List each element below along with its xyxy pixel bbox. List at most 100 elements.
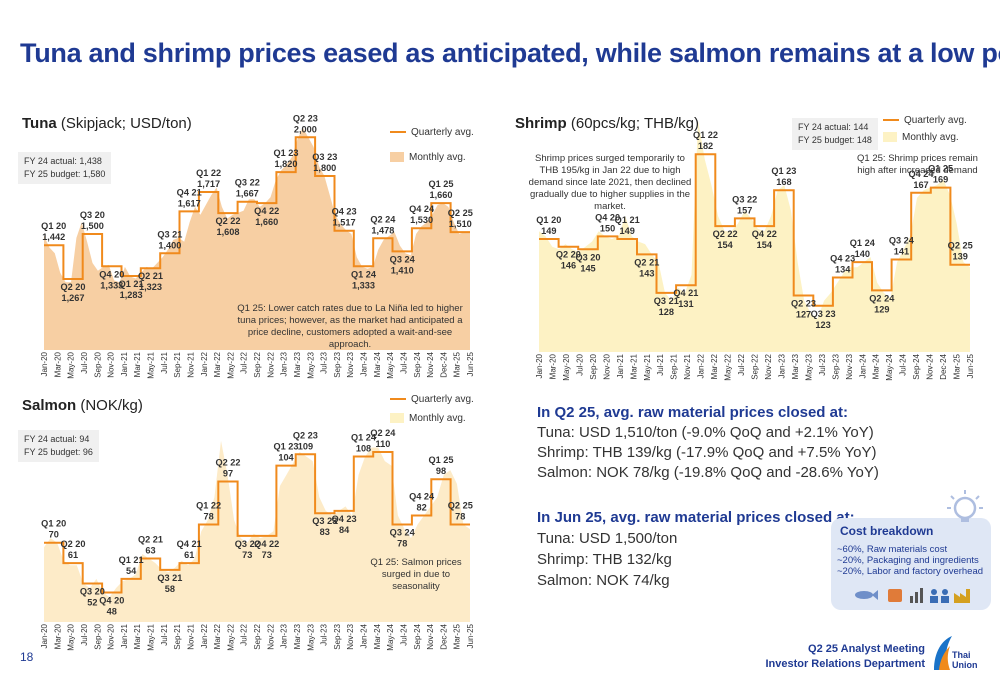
tuna-quarter-value: 2,000 xyxy=(294,124,317,134)
shrimp-quarter-value: 154 xyxy=(717,240,733,250)
tuna-x-tick: Sep-22 xyxy=(253,351,262,377)
shrimp-quarter-value: 129 xyxy=(874,304,889,314)
tuna-quarter-label: Q4 211,617 xyxy=(177,187,202,208)
shrimp-x-tick: Mar-22 xyxy=(710,353,719,379)
tuna-stat-box: FY 24 actual: 1,438 FY 25 budget: 1,580 xyxy=(18,152,112,184)
shrimp-x-tick: May-22 xyxy=(724,353,733,380)
tuna-quarter-label: Q3 231,800 xyxy=(312,152,337,173)
footer-meeting: Q2 25 Analyst Meeting xyxy=(808,643,925,655)
shrimp-x-tick: Jan-20 xyxy=(535,353,544,378)
shrimp-x-tick: Mar-21 xyxy=(629,353,638,379)
tuna-quarter-name: Q1 20 xyxy=(41,221,66,231)
tuna-quarter-name: Q4 20 xyxy=(99,269,124,279)
shrimp-quarter-value: 141 xyxy=(894,247,909,257)
salmon-quarter-name: Q1 25 xyxy=(428,455,453,465)
shrimp-x-tick: Jan-22 xyxy=(697,353,706,378)
cost-icons xyxy=(855,588,970,603)
salmon-x-tick: Nov-21 xyxy=(186,623,195,649)
shrimp-note-right: Q1 25: Shrimp prices remain high after i… xyxy=(857,153,978,176)
tuna-quarter-label: Q2 211,323 xyxy=(138,271,163,292)
thai-union-logo-icon xyxy=(934,636,952,670)
workers-icon xyxy=(930,589,949,603)
salmon-x-tick: May-21 xyxy=(147,623,156,650)
tuna-monthly-area xyxy=(44,127,470,350)
tuna-x-tick: May-23 xyxy=(306,351,315,378)
shrimp-quarter-name: Q2 21 xyxy=(634,257,659,267)
shrimp-quarter-value: 146 xyxy=(561,261,576,271)
shrimp-x-tick: Mar-25 xyxy=(953,353,962,379)
shrimp-x-tick: Jul-23 xyxy=(818,353,827,375)
tuna-quarter-value: 1,333 xyxy=(100,280,123,290)
tuna-quarter-value: 1,517 xyxy=(333,218,356,228)
salmon-fy25: FY 25 budget: 96 xyxy=(24,447,93,457)
shrimp-quarter-name: Q1 23 xyxy=(771,166,796,176)
salmon-x-tick: Dec-24 xyxy=(439,623,448,649)
salmon-quarter-value: 109 xyxy=(298,441,313,451)
salmon-quarter-value: 61 xyxy=(184,550,194,560)
tuna-x-tick: Jan-24 xyxy=(360,351,369,376)
cost-item: ~20%, Packaging and ingredients xyxy=(837,555,979,566)
shrimp-quarter-name: Q3 22 xyxy=(732,194,757,204)
shrimp-quarter-value: 134 xyxy=(835,265,851,275)
tuna-x-tick: Sep-20 xyxy=(93,351,102,377)
shrimp-x-tick: May-20 xyxy=(562,353,571,380)
salmon-quarter-name: Q4 20 xyxy=(99,596,124,606)
summary-q2-heading: In Q2 25, avg. raw material prices close… xyxy=(537,404,848,421)
shrimp-legend-quarterly: Quarterly avg. xyxy=(883,115,967,126)
salmon-x-tick: Nov-24 xyxy=(426,623,435,649)
tuna-quarter-label: Q1 211,283 xyxy=(119,279,144,300)
shrimp-quarter-value: 145 xyxy=(580,263,595,273)
shrimp-x-tick: Mar-24 xyxy=(872,353,881,379)
tuna-quarter-label: Q2 232,000 xyxy=(293,113,318,134)
shrimp-quarter-value: 123 xyxy=(815,320,830,330)
tuna-quarter-value: 1,400 xyxy=(158,240,181,250)
shrimp-quarter-name: Q2 22 xyxy=(713,229,738,239)
salmon-stat-box: FY 24 actual: 94 FY 25 budget: 96 xyxy=(18,430,99,462)
salmon-x-tick: May-23 xyxy=(306,623,315,650)
shrimp-x-tick: Nov-24 xyxy=(926,353,935,379)
tuna-fy25: FY 25 budget: 1,580 xyxy=(24,169,106,179)
tuna-x-tick: Mar-25 xyxy=(453,351,462,377)
tuna-quarter-value: 1,442 xyxy=(42,232,65,242)
shrimp-quarter-value: 182 xyxy=(698,141,713,151)
tuna-x-tick: Sep-24 xyxy=(413,351,422,377)
salmon-quarterly-line xyxy=(44,451,470,594)
tuna-x-tick: May-20 xyxy=(67,351,76,378)
salmon-chart-title: Salmon (NOK/kg) xyxy=(22,397,143,414)
salmon-x-tick: Jun-25 xyxy=(466,623,475,648)
shrimp-quarter-value: 127 xyxy=(796,310,811,320)
shrimp-monthly-area xyxy=(539,120,970,352)
shrimp-stat-box: FY 24 actual: 144 FY 25 budget: 148 xyxy=(792,118,878,150)
tuna-fy24: FY 24 actual: 1,438 xyxy=(24,156,102,166)
summary-jun: In Jun 25, avg. raw material prices clos… xyxy=(537,507,855,591)
salmon-x-tick: May-20 xyxy=(67,623,76,650)
shrimp-quarter-name: Q4 23 xyxy=(830,254,855,264)
tuna-quarter-name: Q2 24 xyxy=(370,214,396,224)
shrimp-quarter-name: Q1 24 xyxy=(850,238,876,248)
tuna-x-tick: Jul-20 xyxy=(80,351,89,373)
salmon-x-tick: Mar-21 xyxy=(133,623,142,649)
tuna-quarter-value: 1,617 xyxy=(178,198,201,208)
bar-chart-icon xyxy=(910,588,923,603)
tuna-x-tick: May-22 xyxy=(226,351,235,378)
summary-q2-shrimp: Shrimp: THB 139/kg (-17.9% QoQ and +7.5%… xyxy=(537,444,877,461)
